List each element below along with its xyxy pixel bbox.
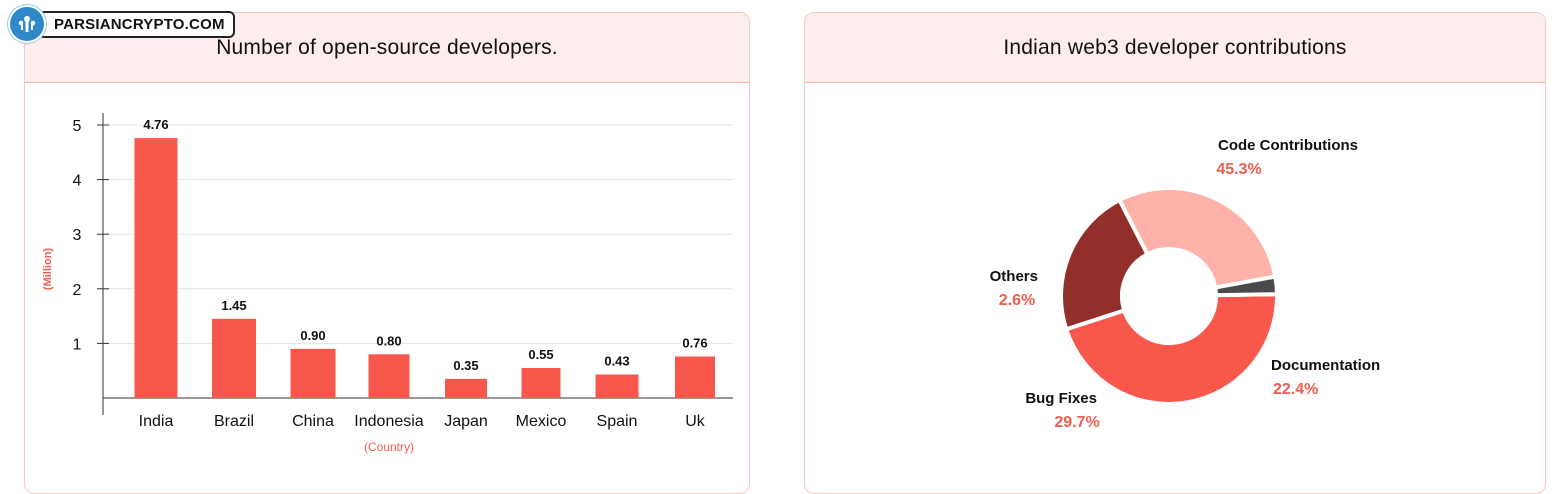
brand-name: PARSIANCRYPTO.COM [38, 10, 235, 38]
bar [521, 367, 561, 398]
bar-value-label: 0.90 [300, 328, 325, 343]
donut-slice-label: Code Contributions [1218, 137, 1358, 154]
bar-chart: 1 2 3 4 5 (Million) 4.76 India 1.45 Brazil 0.90 Chi… [42, 113, 733, 454]
donut-chart-title: Indian web3 developer contributions [805, 13, 1545, 83]
y-tick-label: 1 [73, 336, 82, 353]
bar-value-label: 0.43 [604, 354, 629, 369]
y-tick-label: 3 [73, 227, 82, 244]
y-tick-label: 4 [73, 173, 82, 190]
x-axis-label: (Country) [364, 440, 414, 454]
brand-logo-icon [8, 5, 46, 43]
bar-value-label: 0.35 [453, 358, 478, 373]
donut-slice-percent: 2.6% [999, 292, 1035, 309]
donut-slice [1117, 186, 1278, 290]
y-axis-label: (Million) [42, 248, 54, 290]
bar-value-label: 1.45 [221, 298, 246, 313]
x-tick-label: China [292, 413, 334, 430]
y-tick-label: 2 [73, 282, 82, 299]
brand-logo[interactable]: PARSIANCRYPTO.COM [8, 5, 235, 43]
donut-slice-label: Bug Fixes [1025, 390, 1097, 407]
bar [368, 354, 410, 398]
donut-slice [1059, 198, 1150, 332]
bar [445, 378, 487, 398]
x-tick-label: Indonesia [354, 413, 423, 430]
donut-slice [1213, 274, 1279, 298]
donut-slice-percent: 29.7% [1054, 414, 1099, 431]
donut-slice-label: Documentation [1271, 357, 1380, 374]
y-tick-label: 5 [73, 118, 82, 135]
bar-value-label: 0.80 [376, 333, 401, 348]
x-tick-label: Uk [685, 413, 706, 430]
bar [595, 374, 639, 398]
donut-chart-panel: Indian web3 developer contributions Code… [804, 12, 1546, 494]
donut-slice-percent: 45.3% [1216, 161, 1261, 178]
donut-slice-percent: 22.4% [1273, 381, 1318, 398]
x-tick-label: Japan [444, 413, 488, 430]
bar [134, 138, 178, 398]
x-tick-label: India [139, 413, 174, 430]
bar [675, 356, 715, 398]
x-tick-label: Spain [597, 413, 638, 430]
bar [212, 318, 256, 398]
bar-chart-panel: Number of open-source developers. 1 2 3 4 5(… [24, 12, 750, 494]
bar-value-label: 4.76 [143, 117, 168, 132]
donut-slice [1064, 292, 1279, 406]
donut-chart: Code Contributions 45.3% Documentation 22.4… [990, 137, 1381, 431]
x-tick-label: Brazil [214, 413, 254, 430]
bar-value-label: 0.55 [528, 347, 553, 362]
donut-slice-label: Others [990, 268, 1038, 285]
bar-value-label: 0.76 [682, 336, 707, 351]
bar [290, 348, 336, 398]
x-tick-label: Mexico [516, 413, 567, 430]
